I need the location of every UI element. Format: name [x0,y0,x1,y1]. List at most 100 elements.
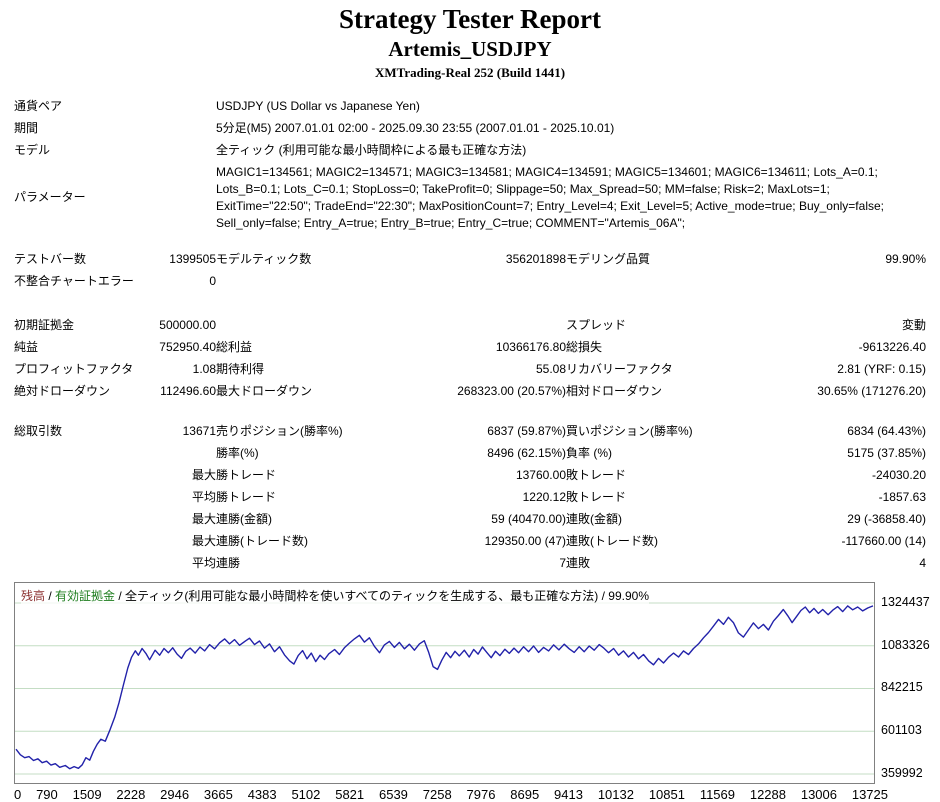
stat-value [396,270,566,292]
x-axis-label: 12288 [749,787,786,802]
stat-value: 最大 [191,467,216,482]
spacer-row [14,234,926,248]
spacer [14,292,926,314]
stat-value: 30.65% (171276.20) [817,383,927,398]
stat-value: 112496.60 [160,383,216,398]
x-axis-label: 0 [14,787,22,802]
stat-value: 1399505 [169,251,216,266]
x-axis-label: 9413 [554,787,583,802]
table-row: 総取引数 13671 売りポジション(勝率%) 6837 (59.87%) 買いポジショ… [14,420,926,442]
stat-label: テストバー数 [14,251,87,266]
x-axis-label: 4383 [247,787,277,802]
stat-label: 総利益 [216,339,253,354]
setting-value: MAGIC1=134561; MAGIC2=134571; MAGIC3=134… [216,164,884,230]
caption-separator: / [45,589,56,603]
table-row: 平均 勝トレード 1220.12 敗トレード -1857.63 [14,486,926,508]
stat-label: 連敗 [566,555,591,570]
stat-label [14,486,144,508]
stat-label: 買いポジション(勝率%) [566,423,693,438]
stat-label [566,270,746,292]
stat-value: 752950.40 [159,339,216,354]
stat-label: 連勝(金額) [216,511,272,526]
stat-label: 連敗(金額) [566,511,622,526]
y-axis-labels: 1324437 1083326 842215 601103 359992 [881,582,940,784]
legend-equity: 有効証拠金 [55,589,116,603]
table-row: 最大 勝トレード 13760.00 敗トレード -24030.20 [14,464,926,486]
stat-label: 初期証拠金 [14,317,75,332]
stat-label [14,464,144,486]
chart-caption: 残高 / 有効証拠金 / 全ティック(利用可能な最小時間枠を使いすべてのティック… [21,587,649,604]
stat-value: 129350.00 (47) [484,533,566,548]
stat-label: スプレッド [566,317,627,332]
stat-label: 総損失 [566,339,603,354]
balance-curve [15,605,874,770]
x-axis-label: 13006 [800,787,837,802]
table-row: 最大 連勝(トレード数) 129350.00 (47) 連敗(トレード数) -11766… [14,530,926,552]
stat-label: 連勝(トレード数) [216,533,308,548]
stat-label: 相対ドローダウン [566,383,663,398]
stat-value: 13671 [182,423,216,438]
y-axis-label: 601103 [881,723,922,738]
strategy-name: Artemis_USDJPY [388,37,552,61]
x-axis-label: 11569 [699,787,735,802]
stat-label: 勝トレード [216,489,277,504]
stat-label: プロフィットファクタ [14,361,134,376]
x-axis-label: 1509 [72,787,102,802]
x-axis-label: 2946 [160,787,190,802]
table-row: 最大 連勝(金額) 59 (40470.00) 連敗(金額) 29 (-36858.40… [14,508,926,530]
stat-value: 13760.00 [515,467,566,482]
stat-value: 7 [559,555,566,570]
stat-label [216,270,396,292]
x-axis-label: 5821 [335,787,365,802]
y-axis-label: 1083326 [881,637,930,652]
x-axis-label: 790 [36,787,58,802]
setting-label: 期間 [14,120,39,135]
stat-label [216,314,396,336]
spacer-row [14,402,926,420]
stat-value: 8496 (62.15%) [487,445,566,460]
spacer-row [14,292,926,314]
stat-value: -117660.00 (14) [841,533,927,548]
table-row: 不整合チャートエラー 0 [14,270,926,292]
empty-cell [144,139,216,161]
stat-value: 4 [919,555,927,570]
stat-value: 268323.00 (20.57%) [457,383,566,398]
table-row: モデル 全ティック (利用可能な最小時間枠による最も正確な方法) [14,139,926,161]
stat-value: -1857.63 [878,489,927,504]
stat-label: 連勝 [216,555,241,570]
stat-value: 変動 [902,317,927,332]
stat-value [144,442,216,464]
empty-cell [144,95,216,117]
table-row: 純益 752950.40 総利益 10366176.80 総損失 -9613226.40 [14,336,926,358]
stat-value: 6834 (64.43%) [847,423,927,438]
spacer [14,234,926,248]
report-table: 通貨ペア USDJPY (US Dollar vs Japanese Yen) 期間… [14,95,926,574]
stat-label: 純益 [14,339,39,354]
balance-chart-svg [15,602,874,775]
empty-cell [144,117,216,139]
setting-value: USDJPY (US Dollar vs Japanese Yen) [216,98,420,113]
stat-label: 絶対ドローダウン [14,383,111,398]
stat-value: 59 (40470.00) [491,511,566,526]
y-axis-label: 359992 [881,766,923,780]
stat-value: 10366176.80 [495,339,566,354]
stat-value: 2.81 (YRF: 0.15) [837,361,927,376]
setting-label: モデル [14,142,51,157]
x-axis-label: 6539 [378,787,408,802]
caption-model: / 全ティック(利用可能な最小時間枠を使いすべてのティックを生成する、最も正確な… [115,589,649,603]
setting-value: 5分足(M5) 2007.01.01 02:00 - 2025.09.30 23… [216,120,615,135]
x-axis-label: 10851 [648,787,685,802]
stat-value: 最大 [191,533,216,548]
balance-chart-section: 残高 / 有効証拠金 / 全ティック(利用可能な最小時間枠を使いすべてのティック… [14,582,940,802]
table-row: 期間 5分足(M5) 2007.01.01 02:00 - 2025.09.30 … [14,117,926,139]
stat-label [14,530,144,552]
setting-label: パラメーター [14,190,86,204]
stat-value: 99.90% [885,251,927,266]
stat-label: 敗トレード [566,489,627,504]
stat-value: 500000.00 [159,317,216,332]
y-axis-label: 842215 [881,680,923,695]
stat-value: 1.08 [192,361,216,376]
x-axis-label: 10132 [597,787,634,802]
stat-label: 総取引数 [14,423,63,438]
table-row: 初期証拠金 500000.00 スプレッド 変動 [14,314,926,336]
